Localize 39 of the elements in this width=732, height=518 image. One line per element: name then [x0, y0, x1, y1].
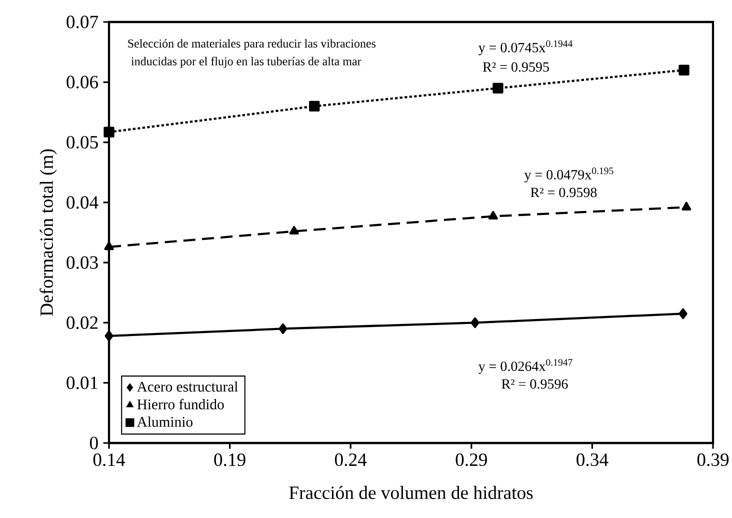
x-axis-title: Fracción de volumen de hidratos	[289, 486, 533, 500]
annotation: Selección de materiales para reducir las vibraciones	[128, 39, 376, 50]
y-tick-label: 0.05	[66, 136, 98, 149]
x-tick-label: 0.19	[214, 453, 246, 466]
point	[678, 308, 688, 320]
point	[309, 100, 320, 112]
y-axis-title: Deformación total (m)	[40, 149, 57, 316]
annotation: R² = 0.9598	[530, 188, 597, 198]
x-tick-label: 0.14	[93, 453, 126, 466]
annotation: inducidas por el flujo en las tuberías de alta mar	[131, 56, 362, 68]
legend-label: Acero estructural	[136, 381, 238, 392]
point	[678, 64, 690, 76]
y-tick-label: 0.04	[66, 196, 98, 209]
x-tick-label: 0.34	[576, 453, 608, 466]
annotation: y = 0.0264x$^{0.1947}$	[478, 359, 572, 374]
annotation: R² = 0.9595	[482, 62, 549, 72]
y-tick-label: 0.07	[66, 16, 98, 28]
y-tick-label: 0	[90, 436, 98, 450]
point	[104, 126, 114, 138]
point	[278, 323, 288, 334]
point	[289, 226, 299, 235]
annotation: y = 0.0745x$^{0.1944}$	[478, 40, 572, 56]
x-tick-label: 0.39	[697, 453, 729, 466]
point	[104, 242, 114, 250]
point	[492, 82, 504, 94]
y-tick-label: 0.06	[66, 76, 98, 88]
point	[488, 210, 498, 220]
y-tick-label: 0.02	[66, 316, 98, 330]
y-tick-label: 0.03	[66, 256, 98, 269]
point	[104, 330, 114, 342]
legend-label: Hierro fundido	[137, 398, 224, 410]
x-tick-label: 0.24	[334, 453, 367, 466]
point	[470, 317, 480, 328]
x-tick-label: 0.29	[456, 453, 487, 466]
annotation: y = 0.0479x$^{0.195}$	[524, 168, 614, 182]
annotation: R² = 0.9596	[502, 379, 568, 389]
y-tick-label: 0.01	[66, 376, 98, 390]
legend-label: Aluminio	[136, 416, 192, 427]
point	[682, 202, 692, 210]
